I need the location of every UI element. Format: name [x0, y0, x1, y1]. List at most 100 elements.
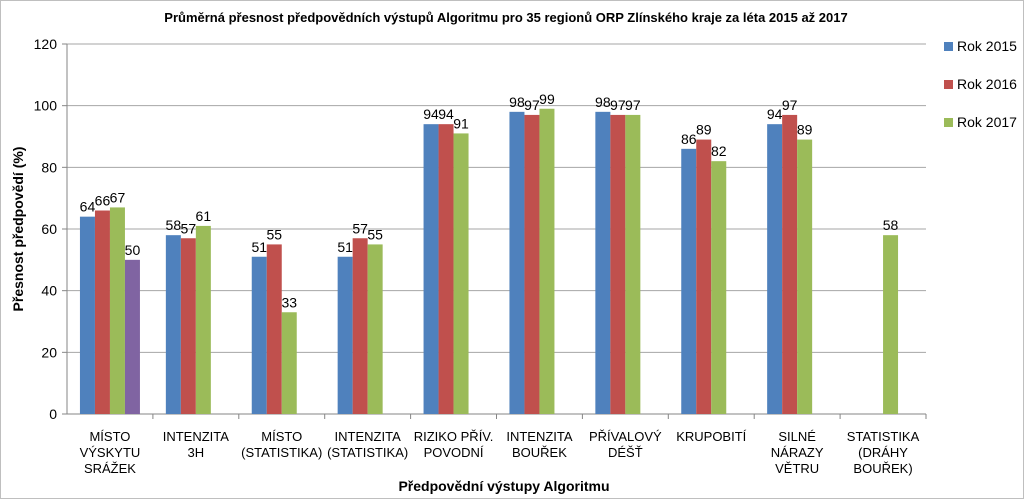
bar [681, 148, 697, 415]
data-label: 55 [266, 226, 282, 242]
data-label: 86 [681, 131, 697, 147]
data-label: 66 [95, 193, 111, 209]
category-label-line: NÁRAZY [771, 445, 824, 460]
category-label-line: RIZIKO PŘÍV. [414, 429, 494, 444]
category-label: SILNÉ NÁRAZY VĚTRU [771, 429, 824, 476]
data-label: 51 [251, 239, 267, 255]
bar [883, 235, 899, 414]
bar [281, 312, 297, 414]
category-label: KRUPOBITÍ [676, 429, 746, 444]
data-label: 58 [883, 217, 899, 233]
x-axis-title: Předpovědní výstupy Algoritmu [398, 478, 609, 494]
category-label-line: INTENZITA [335, 429, 402, 444]
category-label-line: (STATISTIKA) [241, 445, 322, 460]
category-label: INTENZITA 3H [163, 429, 230, 460]
bar [165, 235, 181, 414]
data-label: 67 [110, 189, 126, 205]
legend-swatch [944, 80, 953, 89]
category-label: RIZIKO PŘÍV. POVODNÍ [414, 429, 494, 460]
y-axis-title: Přesnost předpovědí (%) [10, 147, 26, 312]
data-label: 98 [595, 94, 611, 110]
y-tick-label: 0 [49, 406, 57, 422]
category-label-line: VĚTRU [775, 461, 819, 476]
bar [266, 244, 282, 414]
data-label: 61 [196, 208, 212, 224]
category-label-line: MÍSTO [261, 429, 302, 444]
data-label: 55 [367, 226, 383, 242]
y-tick-label: 100 [34, 98, 58, 114]
bar [696, 139, 712, 415]
bar [180, 238, 196, 414]
bars [79, 108, 899, 415]
category-label-line: INTENZITA [506, 429, 573, 444]
data-label: 94 [423, 106, 439, 122]
category-label-line: DÉŠŤ [608, 445, 643, 460]
bar [251, 256, 267, 414]
bar [195, 225, 211, 414]
data-label: 99 [539, 91, 555, 107]
data-label: 97 [610, 97, 626, 113]
legend-swatch [944, 42, 953, 51]
bar [423, 124, 439, 415]
bar [337, 256, 353, 414]
bar [711, 161, 727, 414]
data-label: 50 [125, 242, 141, 258]
chart-title: Průměrná přesnost předpovědních výstupů … [164, 10, 847, 25]
legend-label: Rok 2016 [957, 76, 1017, 92]
data-label: 33 [281, 294, 297, 310]
data-label: 97 [625, 97, 641, 113]
bar [79, 216, 95, 414]
legend-label: Rok 2015 [957, 38, 1017, 54]
bar [797, 139, 813, 415]
data-label: 64 [80, 199, 96, 215]
bar [782, 114, 798, 415]
bar [367, 244, 383, 414]
bar [539, 108, 555, 414]
data-label: 57 [352, 220, 368, 236]
y-tick-label: 40 [41, 283, 57, 299]
bar [509, 111, 525, 414]
data-label: 89 [696, 122, 712, 138]
category-label-line: BOUŘEK [512, 445, 567, 460]
category-label-line: 3H [188, 445, 205, 460]
category-label-line: SILNÉ [778, 429, 816, 444]
data-label: 91 [453, 115, 469, 131]
bar [453, 133, 469, 414]
category-label-line: BOUŘEK) [853, 461, 912, 476]
category-label: INTENZITA (STATISTIKA) [327, 429, 408, 460]
bar [109, 207, 125, 414]
category-label: INTENZITA BOUŘEK [506, 429, 573, 460]
y-tick-label: 60 [41, 221, 57, 237]
category-label: PŘÍVALOVÝ DÉŠŤ [589, 429, 662, 460]
category-label-line: PŘÍVALOVÝ [589, 429, 662, 444]
y-tick-label: 120 [34, 36, 58, 52]
legend-label: Rok 2017 [957, 114, 1017, 130]
y-tick-label: 80 [41, 159, 57, 175]
category-label-line: KRUPOBITÍ [676, 429, 746, 444]
data-label: 98 [509, 94, 525, 110]
bar [94, 210, 110, 414]
bar [767, 124, 783, 415]
bar [610, 114, 626, 415]
category-label-line: MÍSTO [89, 429, 130, 444]
bar [438, 124, 454, 415]
data-label: 57 [181, 220, 197, 236]
category-label: STATISTIKA (DRÁHY BOUŘEK) [847, 429, 920, 476]
data-label: 97 [524, 97, 540, 113]
legend-swatch [944, 118, 953, 127]
data-label: 51 [337, 239, 353, 255]
bar [124, 259, 140, 414]
category-label-line: (STATISTIKA) [327, 445, 408, 460]
category-label-line: POVODNÍ [424, 445, 484, 460]
category-label-line: VÝSKYTU [80, 445, 141, 460]
category-label: MÍSTO (STATISTIKA) [241, 429, 322, 460]
bar [524, 114, 540, 415]
data-label: 58 [166, 217, 182, 233]
category-label-line: SRÁŽEK [84, 461, 136, 476]
data-label: 82 [711, 143, 727, 159]
bar [352, 238, 368, 414]
